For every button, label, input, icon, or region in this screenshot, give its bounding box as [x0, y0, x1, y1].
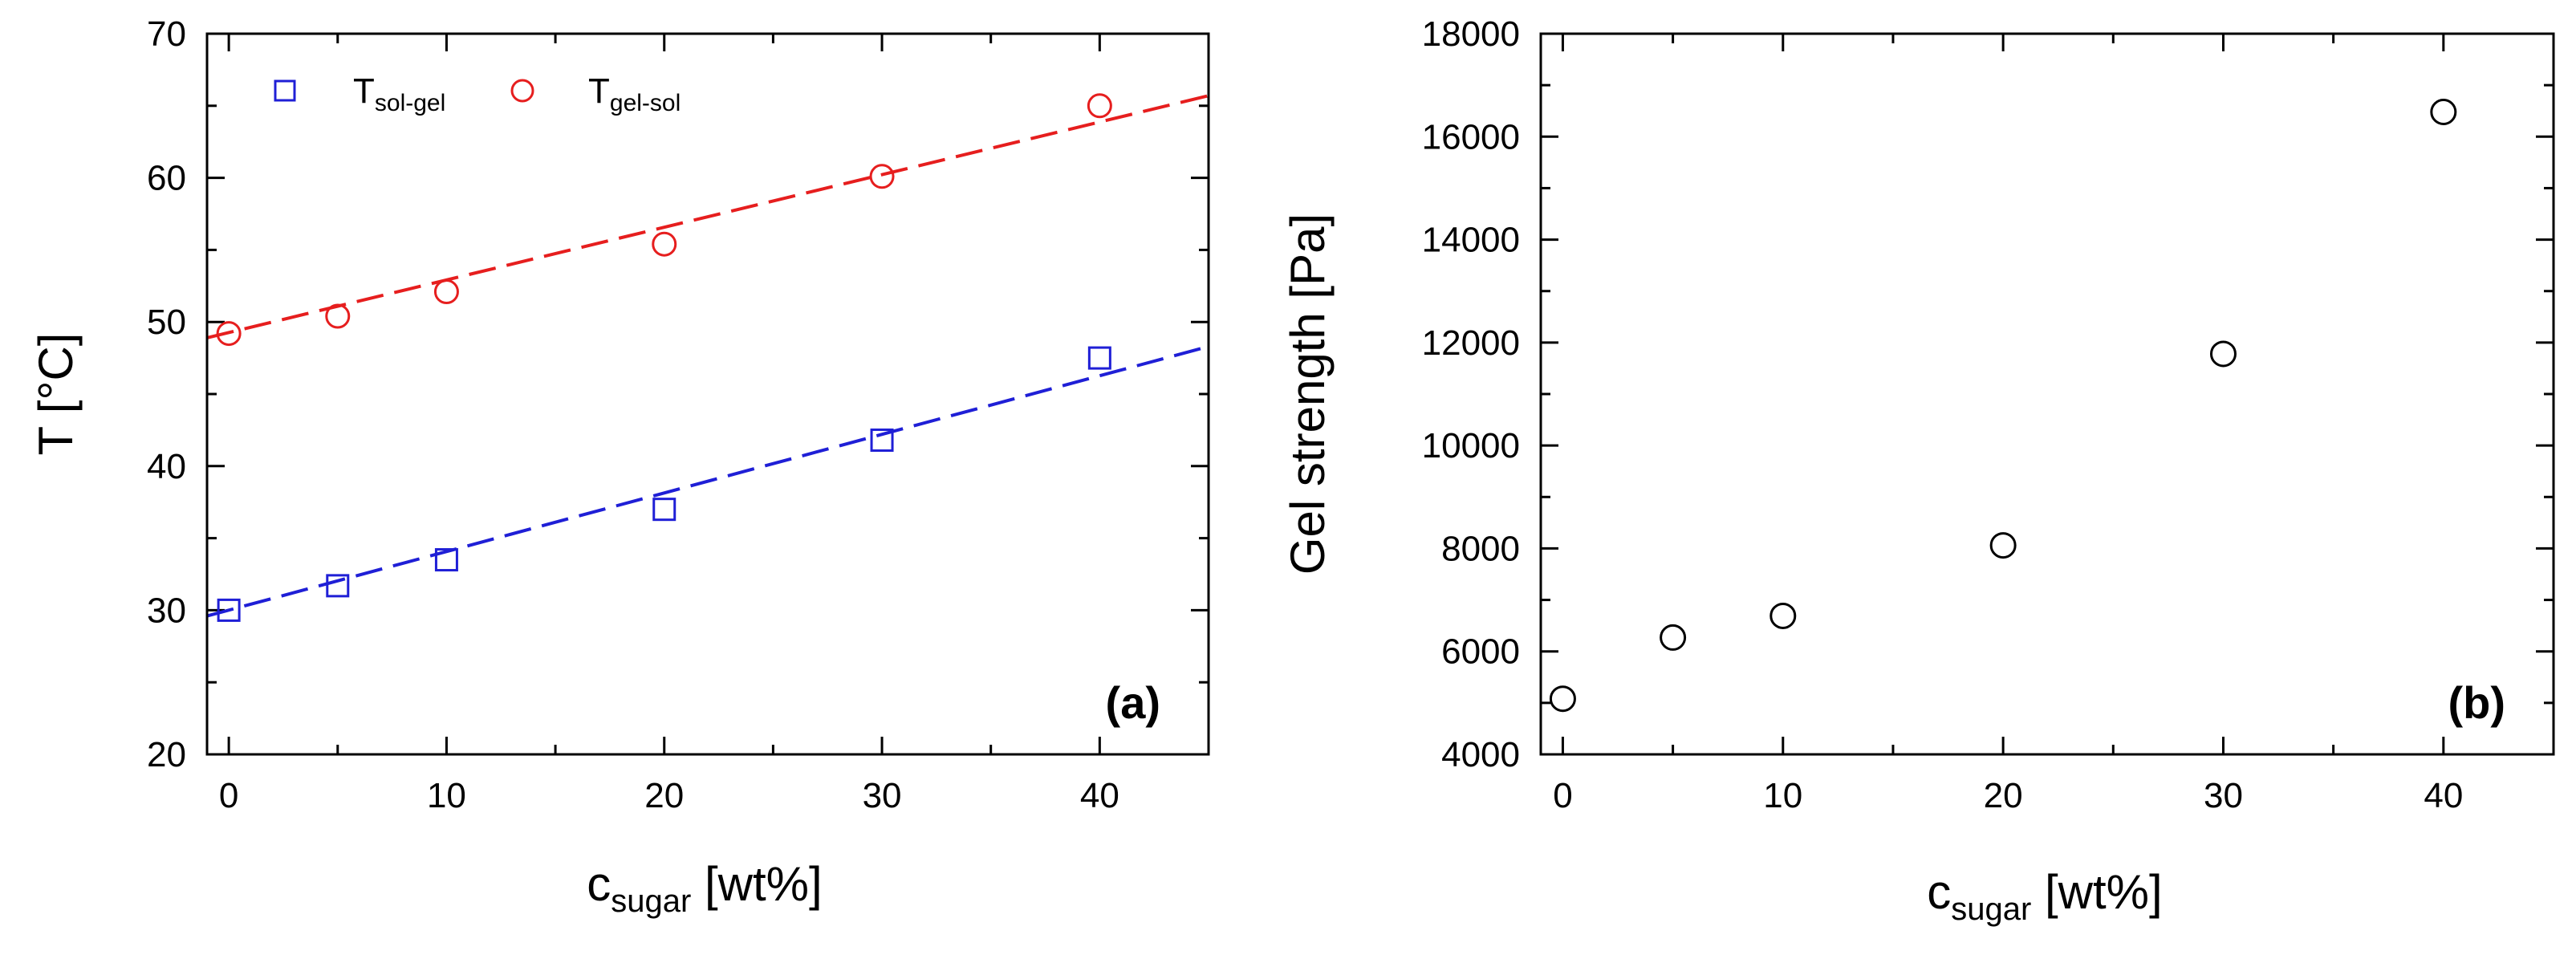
x-tick-label: 20	[644, 776, 684, 815]
y-tick-label: 60	[147, 159, 186, 198]
panel-a-label: (a)	[1106, 677, 1160, 728]
panel-b-label: (b)	[2448, 677, 2505, 728]
panel-a-y-axis-title: T [°C]	[29, 333, 83, 456]
x-tick-label: 30	[863, 776, 902, 815]
data-point-t-sol-gel	[434, 548, 458, 572]
panel-b-plot-frame	[1539, 32, 2555, 756]
y-tick-label: 18000	[1422, 14, 1520, 54]
legend-label-sol-gel: Tsol-gel	[353, 71, 445, 116]
panel-b-ticks: 0 10 20 30 40 4000 6000 8000 10000 12000 14000 1600…	[1422, 14, 2555, 815]
y-tick-label: 12000	[1422, 323, 1520, 363]
y-tick-label: 40	[147, 447, 186, 486]
panel-b: 0 10 20 30 40 4000 6000 8000 10000 12000 14000 1600…	[1281, 14, 2555, 927]
panel-b-points	[1549, 98, 2457, 713]
y-tick-label: 8000	[1441, 529, 1520, 568]
legend-label-gel-sol: Tgel-sol	[588, 71, 681, 116]
panel-b-y-axis-title: Gel strength [Pa]	[1281, 213, 1335, 575]
data-point-gel-strength	[2209, 340, 2237, 368]
data-point-gel-strength	[1549, 685, 1576, 713]
fit-line-t-sol-gel	[206, 344, 1209, 618]
data-point-t-gel-sol	[652, 231, 677, 257]
data-point-gel-strength	[2430, 98, 2457, 125]
fit-line-t-gel-sol	[206, 94, 1209, 339]
panel-b-x-axis-title: csugar [wt%]	[1927, 865, 2162, 927]
x-tick-label: 20	[1984, 776, 2023, 815]
y-tick-label: 50	[147, 303, 186, 342]
x-tick-label: 10	[427, 776, 466, 815]
data-point-t-gel-sol	[216, 321, 242, 347]
y-tick-label: 20	[147, 735, 186, 774]
panel-a-ticks: 0 10 20 30 40 20 30 40 50 60 70	[147, 14, 1210, 815]
data-point-t-gel-sol	[325, 303, 351, 329]
data-point-t-gel-sol	[433, 278, 459, 304]
panel-a-points	[216, 93, 1112, 622]
y-tick-label: 10000	[1422, 426, 1520, 465]
data-point-t-gel-sol	[1087, 93, 1112, 119]
legend-marker-sol-gel	[274, 79, 296, 102]
x-tick-label: 10	[1763, 776, 1802, 815]
data-point-t-sol-gel	[1087, 346, 1111, 370]
panel-a-plot-frame	[205, 32, 1210, 756]
panel-a-fit-lines	[206, 94, 1209, 618]
y-tick-label: 14000	[1422, 221, 1520, 260]
data-point-gel-strength	[1769, 602, 1797, 629]
y-tick-label: 16000	[1422, 117, 1520, 156]
x-tick-label: 40	[2424, 776, 2463, 815]
data-point-t-sol-gel	[326, 574, 350, 598]
data-point-gel-strength	[1989, 532, 2017, 559]
y-tick-label: 4000	[1441, 735, 1520, 774]
data-point-t-sol-gel	[217, 598, 241, 622]
y-tick-label: 70	[147, 14, 186, 54]
panel-a-x-axis-title: csugar [wt%]	[587, 857, 822, 919]
data-point-gel-strength	[1660, 624, 1687, 651]
x-tick-label: 0	[1553, 776, 1572, 815]
x-tick-label: 0	[219, 776, 238, 815]
y-tick-label: 6000	[1441, 632, 1520, 672]
panel-a-legend: Tsol-gel Tgel-sol	[274, 71, 681, 116]
legend-marker-gel-sol	[510, 79, 534, 103]
data-point-t-sol-gel	[870, 428, 894, 452]
y-tick-label: 30	[147, 591, 186, 630]
data-point-t-sol-gel	[652, 498, 677, 522]
x-tick-label: 30	[2204, 776, 2243, 815]
x-tick-label: 40	[1080, 776, 1119, 815]
data-point-t-gel-sol	[869, 164, 895, 189]
